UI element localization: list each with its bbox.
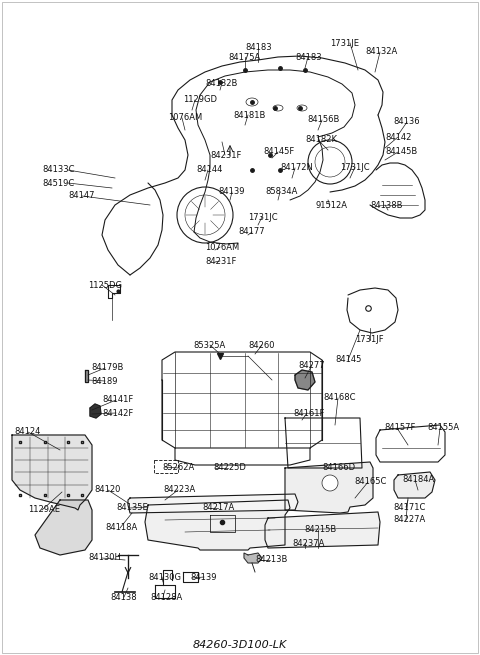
- Text: 84183: 84183: [245, 43, 272, 52]
- Text: 84189: 84189: [91, 377, 118, 386]
- Polygon shape: [12, 435, 92, 510]
- Text: 84155A: 84155A: [427, 424, 459, 432]
- Text: 84277: 84277: [298, 360, 324, 369]
- Text: 84144: 84144: [196, 166, 222, 174]
- Text: 1129GD: 1129GD: [183, 96, 217, 105]
- Polygon shape: [85, 370, 88, 382]
- Text: 85262A: 85262A: [162, 464, 194, 472]
- Polygon shape: [265, 512, 380, 548]
- Text: 1731JC: 1731JC: [340, 162, 370, 172]
- Text: 84237A: 84237A: [292, 538, 324, 548]
- Text: 84181B: 84181B: [233, 111, 265, 119]
- Text: 84519C: 84519C: [42, 179, 74, 187]
- Text: 84172N: 84172N: [280, 164, 313, 172]
- Text: 84231F: 84231F: [210, 151, 241, 160]
- Text: 84138: 84138: [110, 593, 137, 601]
- Text: 1076AM: 1076AM: [205, 242, 239, 252]
- Text: 1129AE: 1129AE: [28, 506, 60, 514]
- Text: 84171C: 84171C: [393, 502, 425, 512]
- Circle shape: [322, 475, 338, 491]
- Text: 84133C: 84133C: [42, 166, 74, 174]
- Text: 84225D: 84225D: [213, 464, 246, 472]
- Text: 84142: 84142: [385, 132, 411, 141]
- Text: 84215B: 84215B: [304, 525, 336, 534]
- Text: 84132A: 84132A: [365, 48, 397, 56]
- Text: 85834A: 85834A: [265, 187, 298, 196]
- Text: 84145F: 84145F: [263, 147, 294, 157]
- Text: 84182K: 84182K: [305, 136, 337, 145]
- Text: 84213B: 84213B: [255, 555, 288, 565]
- Polygon shape: [394, 472, 435, 498]
- Text: 84161F: 84161F: [293, 409, 324, 417]
- Text: 84223A: 84223A: [163, 485, 195, 495]
- Text: 84120: 84120: [94, 485, 120, 495]
- Polygon shape: [90, 404, 101, 418]
- Text: 1125DG: 1125DG: [88, 280, 122, 290]
- Text: 84177: 84177: [238, 227, 264, 236]
- Text: 84130H: 84130H: [88, 553, 121, 563]
- Text: 1731JF: 1731JF: [355, 335, 384, 345]
- Text: 84132B: 84132B: [205, 79, 238, 88]
- Text: 85325A: 85325A: [193, 341, 225, 350]
- Polygon shape: [295, 370, 315, 390]
- Text: 84183: 84183: [295, 52, 322, 62]
- Text: 84166D: 84166D: [322, 464, 355, 472]
- Text: 84260: 84260: [248, 341, 275, 350]
- Text: 84118A: 84118A: [105, 523, 137, 533]
- Polygon shape: [145, 500, 290, 550]
- Polygon shape: [128, 494, 298, 513]
- Text: 84139: 84139: [218, 187, 244, 196]
- Text: 84156B: 84156B: [307, 115, 339, 124]
- Text: 84260-3D100-LK: 84260-3D100-LK: [193, 640, 287, 650]
- Text: 84135E: 84135E: [116, 504, 148, 512]
- Text: 84165C: 84165C: [354, 477, 386, 487]
- Polygon shape: [35, 500, 92, 555]
- Text: 84138B: 84138B: [370, 200, 403, 210]
- Text: 1076AM: 1076AM: [168, 113, 202, 122]
- Text: 84184A: 84184A: [402, 476, 434, 485]
- Text: 84128A: 84128A: [150, 593, 182, 601]
- Text: 84139: 84139: [190, 572, 216, 582]
- Text: 84231F: 84231F: [205, 257, 236, 265]
- Text: 84217A: 84217A: [202, 504, 234, 512]
- Polygon shape: [244, 553, 262, 563]
- Text: 84175A: 84175A: [228, 52, 260, 62]
- Text: 84141F: 84141F: [102, 396, 133, 405]
- Text: 1731JE: 1731JE: [330, 39, 359, 48]
- Text: 84136: 84136: [393, 117, 420, 126]
- Text: 91512A: 91512A: [315, 200, 347, 210]
- Text: 84179B: 84179B: [91, 364, 123, 373]
- Text: 84168C: 84168C: [323, 394, 356, 403]
- Text: 84147: 84147: [68, 191, 95, 200]
- Polygon shape: [285, 462, 373, 513]
- Text: 84142F: 84142F: [102, 409, 133, 417]
- Text: 84227A: 84227A: [393, 515, 425, 525]
- Text: 84124: 84124: [14, 428, 40, 436]
- Text: 84157F: 84157F: [384, 424, 415, 432]
- Text: 84145: 84145: [335, 356, 361, 364]
- Text: 1731JC: 1731JC: [248, 212, 277, 221]
- Text: 84130G: 84130G: [148, 572, 181, 582]
- Text: 84145B: 84145B: [385, 147, 417, 157]
